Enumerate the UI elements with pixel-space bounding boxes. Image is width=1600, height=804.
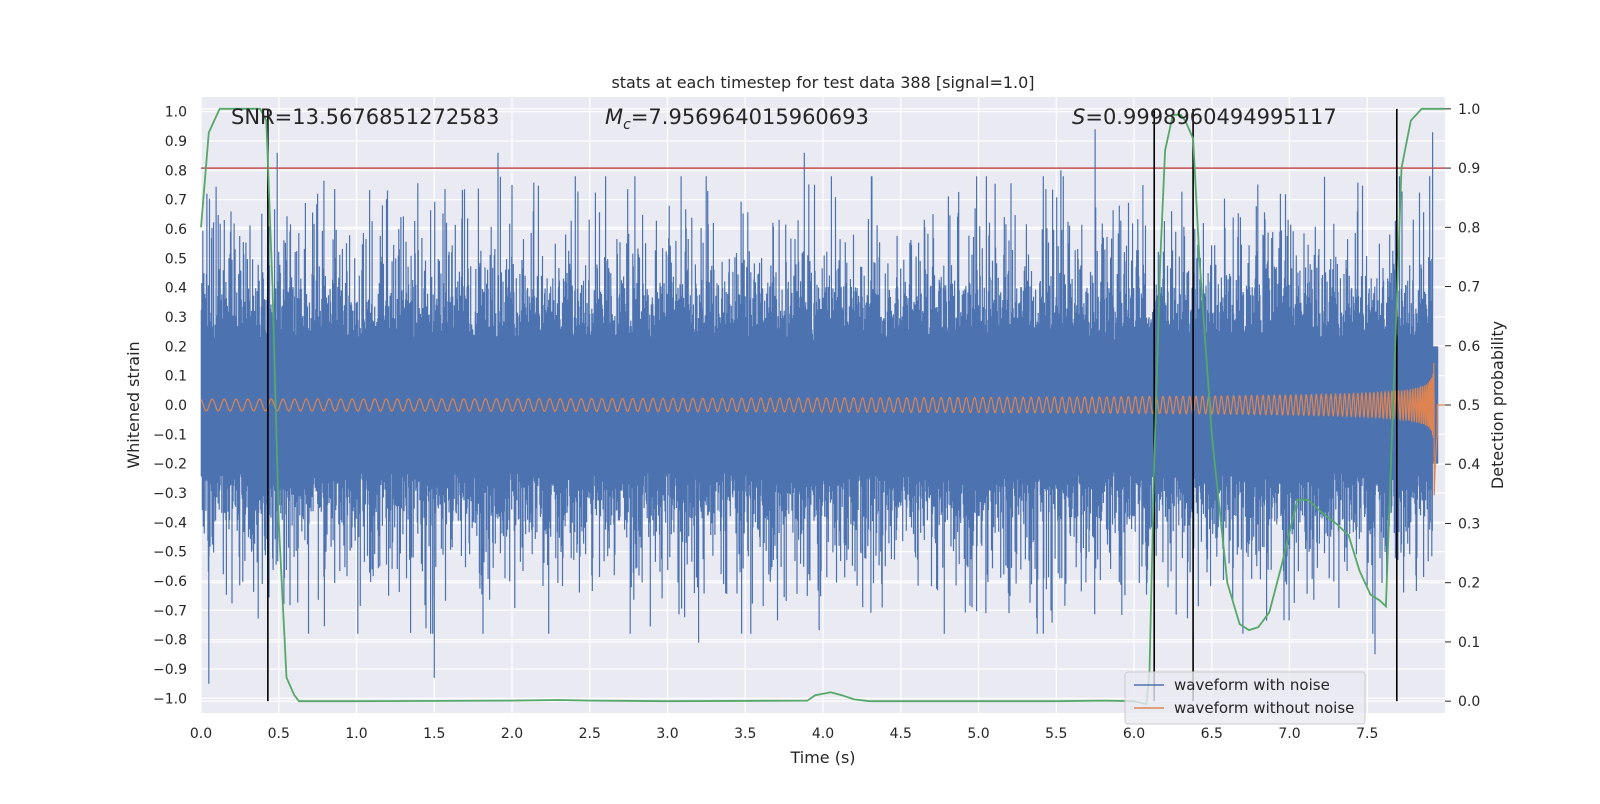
y-tick-label: −0.2 — [153, 457, 187, 473]
y-tick-label: −0.9 — [153, 662, 187, 678]
y-tick-label: 0.5 — [165, 251, 187, 267]
axes: 0.0 0.5 1.0 1.5 2.0 2.5 3.0 3.5 4.0 4.5 5.0 5.5 6.0 6… — [153, 102, 1480, 742]
y-tick-label: −0.4 — [153, 515, 187, 531]
y2-tick-label: 0.6 — [1458, 339, 1480, 355]
x-tick-label: 0.0 — [190, 726, 212, 742]
y-tick-label: −0.3 — [153, 486, 187, 502]
waveform-without-noise-series — [200, 362, 1445, 496]
y2-tick-label: 0.7 — [1458, 280, 1480, 296]
y-tick-label: 0.8 — [165, 163, 187, 179]
y-tick-label: −0.1 — [153, 427, 187, 443]
snr-annotation: SNR=13.5676851272583 — [231, 105, 499, 129]
x-tick-label: 6.0 — [1123, 726, 1145, 742]
chirp-mass-value: =7.956964015960693 — [631, 105, 869, 129]
y2-tick-label: 0.5 — [1458, 398, 1480, 414]
x-tick-label: 3.0 — [656, 726, 678, 742]
x-tick-label: 0.5 — [268, 726, 290, 742]
x-axis-label: Time (s) — [789, 748, 855, 767]
clean-waveform-line — [200, 362, 1445, 496]
chart-title: stats at each timestep for test data 388… — [611, 73, 1034, 92]
y-tick-label: 0.1 — [165, 369, 187, 385]
legend-label-without-noise: waveform without noise — [1174, 699, 1354, 717]
y-tick-label: 0.4 — [165, 281, 187, 297]
y2-tick-label: 0.0 — [1458, 694, 1480, 710]
y2-axis-label: Detection probability — [1488, 321, 1507, 489]
y-tick-label: 1.0 — [165, 105, 187, 121]
y2-tick-label: 0.8 — [1458, 220, 1480, 236]
y-tick-label: −0.7 — [153, 603, 187, 619]
x-tick-label: 5.5 — [1045, 726, 1067, 742]
score-symbol: S — [1072, 105, 1085, 129]
legend: waveform with noise waveform without noi… — [1124, 671, 1366, 725]
y-tick-label: 0.9 — [165, 134, 187, 150]
y2-tick-label: 0.2 — [1458, 576, 1480, 592]
y2-tick-label: 0.4 — [1458, 457, 1480, 473]
score-annotation: S=0.9998960494995117 — [1072, 105, 1337, 129]
x-tick-label: 7.5 — [1356, 726, 1378, 742]
x-tick-label: 1.0 — [345, 726, 367, 742]
x-tick-label: 2.5 — [579, 726, 601, 742]
y2-tick-label: 0.9 — [1458, 161, 1480, 177]
y-tick-label: 0.7 — [165, 193, 187, 209]
y-tick-label: −0.5 — [153, 545, 187, 561]
x-tick-label: 4.0 — [812, 726, 834, 742]
x-tick-label: 7.0 — [1278, 726, 1300, 742]
x-tick-label: 4.5 — [890, 726, 912, 742]
legend-box — [1124, 671, 1366, 725]
y-tick-label: 0.0 — [165, 398, 187, 414]
y-tick-label: −0.8 — [153, 633, 187, 649]
x-tick-label: 5.0 — [967, 726, 989, 742]
y-tick-label: −0.6 — [153, 574, 187, 590]
y-tick-label: 0.6 — [165, 222, 187, 238]
x-tick-label: 2.0 — [501, 726, 523, 742]
x-tick-label: 1.5 — [423, 726, 445, 742]
y-tick-label: −1.0 — [153, 691, 187, 707]
y2-tick-label: 1.0 — [1458, 102, 1480, 118]
chirp-mass-annotation: Mc=7.956964015960693 — [605, 105, 869, 133]
x-tick-label: 3.5 — [734, 726, 756, 742]
y2-tick-label: 0.1 — [1458, 635, 1480, 651]
legend-label-with-noise: waveform with noise — [1174, 676, 1330, 694]
chirp-mass-symbol: M — [605, 105, 623, 129]
y-axis-label: Whitened strain — [124, 341, 143, 468]
chirp-mass-subscript: c — [623, 117, 631, 133]
score-value: =0.9998960494995117 — [1085, 105, 1336, 129]
y-tick-label: 0.3 — [165, 310, 187, 326]
y2-tick-label: 0.3 — [1458, 516, 1480, 532]
x-tick-label: 6.5 — [1201, 726, 1223, 742]
y-tick-label: 0.2 — [165, 339, 187, 355]
